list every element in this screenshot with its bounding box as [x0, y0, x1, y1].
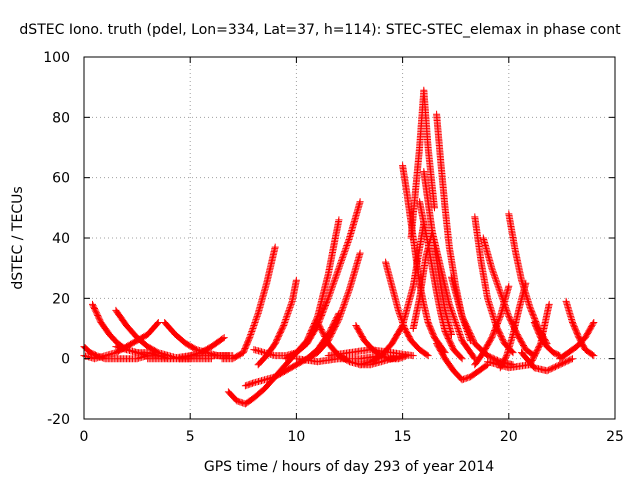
series-24 [409, 228, 479, 363]
series-29 [479, 234, 538, 360]
axis-ticks [83, 56, 616, 420]
series-33 [518, 349, 576, 375]
series-markers [218, 243, 279, 363]
series-markers [416, 198, 466, 363]
series-37 [324, 346, 417, 360]
series-markers [324, 346, 417, 360]
series-8 [218, 243, 279, 363]
series-18 [356, 219, 428, 369]
y-tick-labels: -20 0 20 40 60 80 100 [43, 50, 70, 428]
data-series [80, 86, 598, 408]
x-tick-label: 10 [287, 429, 305, 445]
y-axis-title: dSTEC / TECUs [10, 186, 26, 289]
series-38 [292, 352, 385, 366]
series-markers [556, 319, 598, 363]
series-markers [479, 234, 538, 360]
y-tick-label: 60 [52, 171, 70, 187]
series-34 [530, 319, 564, 360]
y-tick-label: 80 [52, 110, 70, 126]
x-tick-label: 15 [394, 429, 412, 445]
series-markers [409, 228, 479, 363]
x-tick-label: 0 [80, 429, 89, 445]
series-markers [282, 216, 343, 363]
x-tick-label: 20 [500, 429, 518, 445]
series-markers [518, 349, 576, 375]
series-markers [433, 340, 492, 384]
series-27 [433, 340, 492, 384]
series-11 [254, 276, 300, 369]
chart-title: dSTEC Iono. truth (pdel, Lon=334, Lat=37… [19, 22, 621, 38]
series-20 [407, 86, 438, 242]
series-36 [556, 319, 598, 363]
y-tick-label: 40 [52, 231, 70, 247]
x-tick-label: 25 [606, 429, 624, 445]
x-axis-title: GPS time / hours of day 293 of year 2014 [204, 459, 494, 475]
series-markers [530, 319, 564, 360]
series-markers [292, 352, 385, 366]
grid [84, 57, 615, 419]
y-tick-label: 20 [52, 291, 70, 307]
x-tick-label: 5 [186, 429, 195, 445]
y-tick-label: 0 [61, 352, 70, 368]
series-markers [254, 276, 300, 369]
series-14 [282, 216, 343, 363]
x-tick-labels: 0 5 10 15 20 25 [80, 429, 624, 445]
series-markers [356, 219, 428, 369]
series-markers [407, 86, 438, 242]
series-21 [416, 198, 466, 363]
y-tick-label: 100 [43, 50, 70, 66]
y-tick-label: -20 [47, 412, 70, 428]
